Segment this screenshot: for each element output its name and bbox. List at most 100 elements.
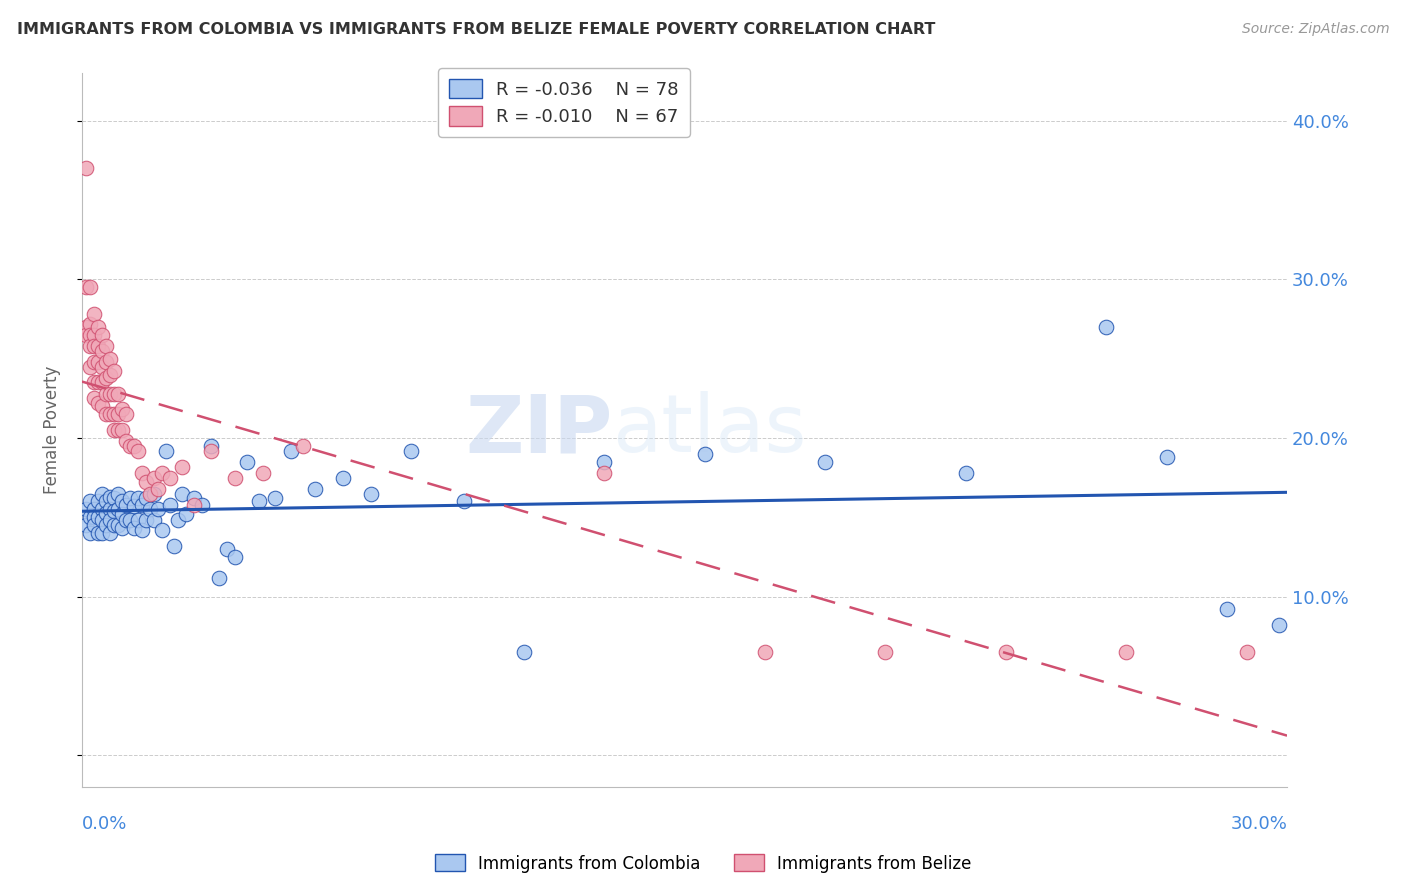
Point — [91, 486, 114, 500]
Text: ZIP: ZIP — [465, 391, 612, 469]
Point — [83, 307, 105, 321]
Point — [91, 399, 114, 413]
Point — [155, 443, 177, 458]
Point — [103, 386, 125, 401]
Point — [91, 359, 114, 374]
Point — [127, 443, 149, 458]
Point — [83, 376, 105, 390]
Point — [94, 386, 117, 401]
Point — [263, 491, 285, 506]
Point — [111, 507, 134, 521]
Legend: R = -0.036    N = 78, R = -0.010    N = 67: R = -0.036 N = 78, R = -0.010 N = 67 — [439, 68, 689, 136]
Point — [191, 498, 214, 512]
Point — [87, 494, 110, 508]
Point — [115, 513, 138, 527]
Point — [87, 396, 110, 410]
Point — [122, 521, 145, 535]
Point — [247, 494, 270, 508]
Point — [131, 466, 153, 480]
Point — [1236, 645, 1258, 659]
Point — [176, 507, 198, 521]
Point — [98, 407, 121, 421]
Point — [87, 526, 110, 541]
Point — [135, 513, 157, 527]
Point — [91, 376, 114, 390]
Point — [115, 434, 138, 449]
Point — [87, 355, 110, 369]
Point — [120, 439, 142, 453]
Point — [163, 539, 186, 553]
Point — [79, 280, 101, 294]
Point — [143, 486, 166, 500]
Point — [107, 407, 129, 421]
Point — [135, 491, 157, 506]
Point — [148, 482, 170, 496]
Point — [98, 386, 121, 401]
Point — [139, 486, 162, 500]
Text: Source: ZipAtlas.com: Source: ZipAtlas.com — [1241, 22, 1389, 37]
Point — [87, 320, 110, 334]
Y-axis label: Female Poverty: Female Poverty — [44, 366, 60, 494]
Point — [115, 407, 138, 421]
Point — [252, 466, 274, 480]
Point — [139, 502, 162, 516]
Point — [122, 499, 145, 513]
Point — [107, 486, 129, 500]
Point — [159, 470, 181, 484]
Point — [111, 494, 134, 508]
Point — [291, 439, 314, 453]
Point — [103, 504, 125, 518]
Point — [143, 470, 166, 484]
Text: 0.0%: 0.0% — [82, 815, 128, 833]
Point — [75, 502, 97, 516]
Point — [150, 466, 173, 480]
Point — [131, 498, 153, 512]
Point — [83, 518, 105, 533]
Point — [131, 523, 153, 537]
Point — [120, 513, 142, 527]
Point — [91, 502, 114, 516]
Point — [215, 542, 238, 557]
Point — [94, 339, 117, 353]
Point — [224, 549, 246, 564]
Point — [91, 526, 114, 541]
Point — [79, 339, 101, 353]
Point — [127, 491, 149, 506]
Point — [98, 526, 121, 541]
Point — [75, 280, 97, 294]
Point — [200, 443, 222, 458]
Point — [98, 502, 121, 516]
Point — [135, 475, 157, 490]
Point — [183, 491, 205, 506]
Point — [1095, 320, 1118, 334]
Point — [79, 359, 101, 374]
Point — [1216, 602, 1239, 616]
Point — [111, 402, 134, 417]
Point — [79, 510, 101, 524]
Point — [75, 161, 97, 176]
Point — [75, 518, 97, 533]
Point — [98, 368, 121, 382]
Point — [87, 510, 110, 524]
Point — [143, 513, 166, 527]
Point — [83, 510, 105, 524]
Point — [91, 343, 114, 358]
Legend: Immigrants from Colombia, Immigrants from Belize: Immigrants from Colombia, Immigrants fro… — [427, 847, 979, 880]
Point — [200, 439, 222, 453]
Point — [150, 523, 173, 537]
Point — [111, 423, 134, 437]
Text: 30.0%: 30.0% — [1230, 815, 1286, 833]
Point — [159, 498, 181, 512]
Point — [94, 494, 117, 508]
Point — [453, 494, 475, 508]
Point — [87, 376, 110, 390]
Point — [304, 482, 326, 496]
Point — [91, 513, 114, 527]
Point — [593, 466, 616, 480]
Point — [754, 645, 776, 659]
Point — [103, 364, 125, 378]
Point — [91, 327, 114, 342]
Point — [115, 498, 138, 512]
Point — [994, 645, 1017, 659]
Point — [94, 506, 117, 520]
